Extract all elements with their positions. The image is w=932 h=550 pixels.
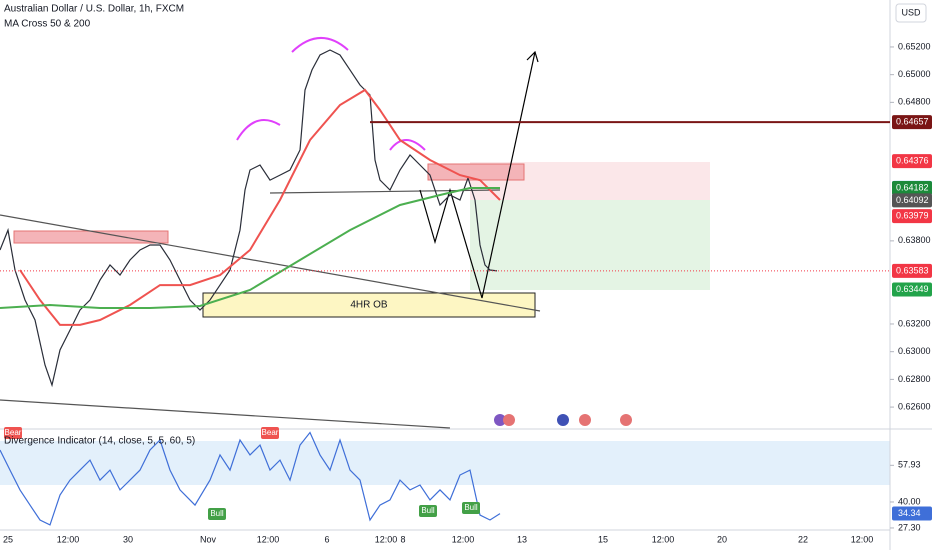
- y-tick-label: 0.63200: [898, 318, 931, 328]
- trend-line: [0, 214, 541, 312]
- price-label-bg: [892, 115, 932, 130]
- trend-line: [0, 399, 451, 429]
- x-tick-label: 25: [3, 534, 13, 544]
- x-tick-label: 15: [598, 534, 608, 544]
- price-label-bg: [892, 180, 932, 195]
- series-line: [0, 187, 500, 309]
- last-value-label: 34.34: [898, 508, 921, 518]
- x-tick-label: 30: [123, 534, 133, 544]
- event-icon[interactable]: [494, 414, 506, 426]
- x-tick-label: 22: [798, 534, 808, 544]
- event-icon[interactable]: [579, 414, 591, 426]
- signal-tag: [4, 427, 22, 439]
- signal-label: Bull: [210, 509, 224, 518]
- x-tick-label: Nov: [200, 534, 217, 544]
- head-arc: [291, 37, 349, 53]
- price-label-bg: [892, 193, 932, 208]
- x-tick-label: 12:00: [257, 534, 280, 544]
- y-tick-label: 0.62600: [898, 401, 931, 411]
- y-tick-label: 27.30: [898, 522, 921, 532]
- indicator-band: [0, 441, 890, 485]
- y-tick-label: 57.93: [898, 460, 921, 470]
- x-tick-label: 12:00: [652, 534, 675, 544]
- x-tick-label: 12:00: [452, 534, 475, 544]
- signal-tag: [208, 508, 226, 520]
- price-label-bg: [892, 263, 932, 278]
- signal-tag: [462, 502, 480, 514]
- chart-title: Australian Dollar / U.S. Dollar, 1h, FXC…: [4, 4, 184, 15]
- x-tick-label: 6: [324, 534, 329, 544]
- x-tick-label: 13: [517, 534, 527, 544]
- price-label-bg: [892, 209, 932, 224]
- y-tick-label: 0.63800: [898, 235, 931, 245]
- price-label: 0.63449: [896, 284, 929, 294]
- event-icon[interactable]: [503, 414, 515, 426]
- price-label: 0.64376: [896, 155, 929, 165]
- currency-button[interactable]: [895, 3, 927, 23]
- price-label: 0.64092: [896, 195, 929, 205]
- signal-tag: [261, 427, 279, 439]
- arrow-head: [526, 50, 539, 63]
- event-icon[interactable]: [620, 414, 632, 426]
- y-tick-label: 0.63000: [898, 346, 931, 356]
- signal-label: Bull: [421, 506, 435, 515]
- last-value-bg: [892, 506, 932, 521]
- shoulder-arc: [389, 139, 426, 151]
- price-label: 0.63583: [896, 265, 929, 275]
- currency[interactable]: USD: [901, 7, 921, 17]
- x-tick-label: 20: [717, 534, 727, 544]
- annotation: 4HR OB: [350, 300, 388, 311]
- y-tick-label: 40.00: [898, 496, 921, 506]
- x-tick-label: 8: [400, 534, 405, 544]
- series-line: [19, 88, 501, 326]
- price-label-bg: [892, 154, 932, 169]
- price-label-bg: [892, 282, 932, 297]
- x-tick-label: 12:00: [375, 534, 398, 544]
- x-tick-label: 12:00: [57, 534, 80, 544]
- signal-label: Bear: [5, 428, 22, 437]
- signal-tag: [419, 505, 437, 517]
- y-tick-label: 0.62800: [898, 374, 931, 384]
- data-layer: 25 12:00 30 Nov 12:00 6 12:00 8 12:00 13 15 12:00 20…: [0, 41, 932, 544]
- chart-subtitle: MA Cross 50 & 200: [4, 19, 91, 30]
- y-tick-label: 0.65000: [898, 69, 931, 79]
- target-zone: [470, 200, 710, 290]
- x-tick-label: 12:00: [851, 534, 874, 544]
- signal-label: Bull: [464, 503, 478, 512]
- series-line: [0, 431, 501, 526]
- price-label: 0.64657: [896, 117, 929, 127]
- y-tick-label: 0.64800: [898, 97, 931, 107]
- signal-label: Bear: [262, 428, 279, 437]
- event-icon[interactable]: [557, 414, 569, 426]
- indicator-title: Divergence Indicator (14, close, 5, 5, 6…: [4, 436, 195, 447]
- price-label: 0.64182: [896, 182, 929, 192]
- shoulder-arc: [236, 119, 281, 141]
- y-tick-label: 0.65200: [898, 41, 931, 51]
- projection: [419, 51, 536, 299]
- price-label: 0.63979: [896, 210, 929, 220]
